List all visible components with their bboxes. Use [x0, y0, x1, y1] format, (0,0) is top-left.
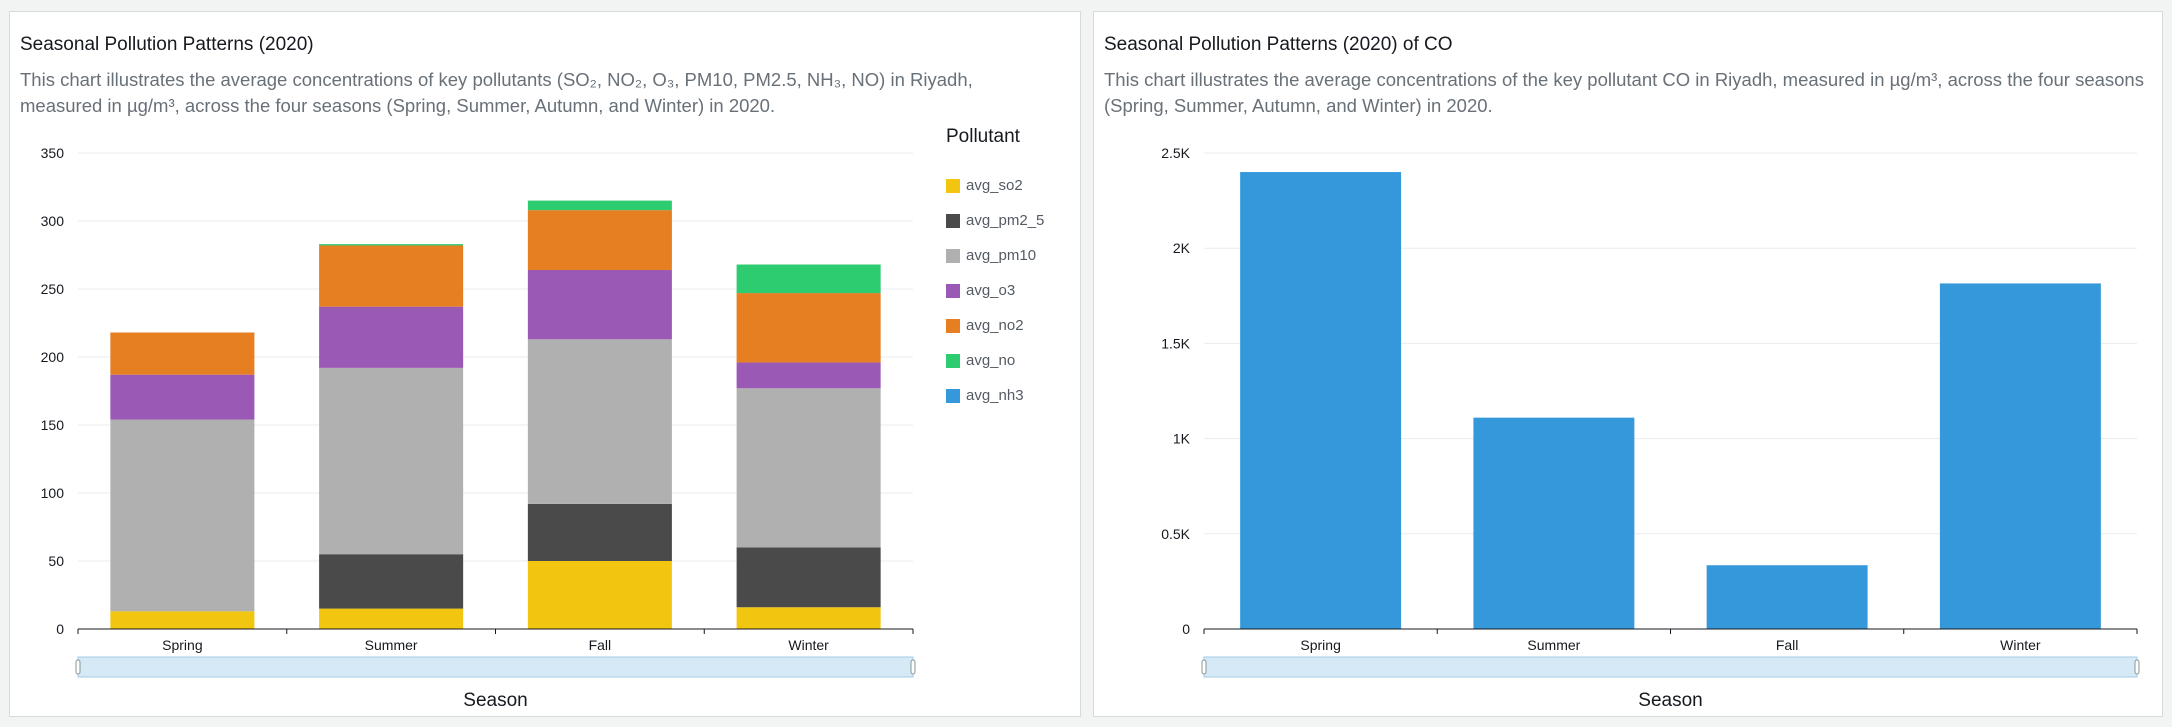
legend-item-avg_pm2_5[interactable]: avg_pm2_5 — [946, 203, 1044, 238]
bar-segment-avg_so2[interactable] — [319, 608, 464, 629]
x-tick-label: Summer — [1527, 637, 1580, 653]
y-tick-label: 2.5K — [1161, 145, 1190, 161]
y-tick-label: 0 — [1182, 621, 1190, 637]
co-chart-panel: Seasonal Pollution Patterns (2020) of CO… — [1093, 11, 2163, 717]
bar-segment-avg_no2[interactable] — [527, 210, 672, 270]
legend-swatch — [946, 213, 960, 228]
y-tick-label: 250 — [41, 281, 65, 297]
chart-title: Seasonal Pollution Patterns (2020) of CO — [1104, 34, 1453, 55]
bar-segment-avg_pm10[interactable] — [319, 367, 464, 555]
scrollbar-right-handle[interactable] — [910, 659, 916, 675]
x-axis-title: Season — [1638, 690, 1702, 711]
legend-item-avg_so2[interactable]: avg_so2 — [946, 168, 1044, 203]
chart-title: Seasonal Pollution Patterns (2020) — [20, 34, 314, 55]
bar-segment-avg_no[interactable] — [319, 244, 464, 246]
legend-label: avg_pm10 — [966, 247, 1037, 264]
legend-title: Pollutant — [946, 126, 1020, 147]
bar-segment-avg_no[interactable] — [736, 264, 881, 294]
y-tick-label: 1.5K — [1161, 335, 1190, 351]
legend-label: avg_no2 — [966, 317, 1024, 334]
chart-description: This chart illustrates the average conce… — [1104, 69, 2144, 116]
bar-segment-avg_o3[interactable] — [319, 306, 464, 368]
legend-swatch — [946, 353, 960, 368]
bar-segment-avg_pm2_5[interactable] — [319, 554, 464, 609]
y-tick-label: 300 — [41, 213, 65, 229]
bar-segment-avg_pm10[interactable] — [110, 419, 255, 612]
bar-segment-avg_no2[interactable] — [736, 293, 881, 363]
bar[interactable] — [1706, 565, 1868, 629]
legend-label: avg_pm2_5 — [966, 212, 1045, 229]
y-tick-label: 2K — [1173, 240, 1191, 256]
bar-segment-avg_pm10[interactable] — [736, 388, 881, 548]
bar-segment-avg_pm2_5[interactable] — [736, 547, 881, 608]
bar-segment-avg_no2[interactable] — [110, 332, 255, 375]
legend-swatch — [946, 318, 960, 333]
legend-item-avg_no[interactable]: avg_no — [946, 343, 1044, 378]
range-scrollbar[interactable] — [77, 656, 914, 678]
legend-label: avg_o3 — [966, 282, 1016, 299]
scrollbar-left-handle[interactable] — [1201, 659, 1207, 675]
range-scrollbar[interactable] — [1203, 656, 2138, 678]
x-tick-label: Spring — [1300, 637, 1340, 653]
legend-label: avg_no — [966, 352, 1016, 369]
y-tick-label: 0 — [56, 621, 64, 637]
legend-swatch — [946, 248, 960, 263]
legend-swatch — [946, 178, 960, 193]
legend-label: avg_nh3 — [966, 387, 1024, 404]
y-tick-label: 0.5K — [1161, 526, 1190, 542]
bar[interactable] — [1240, 172, 1402, 630]
legend-item-avg_o3[interactable]: avg_o3 — [946, 273, 1044, 308]
y-tick-label: 1K — [1173, 431, 1191, 447]
y-tick-label: 350 — [41, 145, 65, 161]
legend-label: avg_so2 — [966, 177, 1023, 194]
bar[interactable] — [1473, 417, 1635, 629]
bar-segment-avg_no2[interactable] — [319, 245, 464, 307]
legend-item-avg_pm10[interactable]: avg_pm10 — [946, 238, 1044, 273]
bar-segment-avg_o3[interactable] — [736, 362, 881, 389]
bar-segment-avg_pm10[interactable] — [527, 339, 672, 504]
legend-swatch — [946, 283, 960, 298]
bar[interactable] — [1939, 283, 2101, 629]
co-bar-chart: 0 0.5K 1K 1.5K 2K 2.5K Spring Summer Fall Winter S… — [1161, 145, 2140, 711]
scrollbar-left-handle[interactable] — [75, 659, 81, 675]
bar-segment-avg_no[interactable] — [527, 200, 672, 211]
stacked-bar-chart: 0 50 100 150 200 250 300 350 Spring Summer Fall Win… — [41, 145, 916, 711]
bar-segment-avg_pm2_5[interactable] — [527, 503, 672, 561]
legend-item-avg_nh3[interactable]: avg_nh3 — [946, 378, 1044, 413]
legend-item-avg_no2[interactable]: avg_no2 — [946, 308, 1044, 343]
y-tick-label: 50 — [48, 553, 64, 569]
bar-segment-avg_so2[interactable] — [527, 561, 672, 629]
bar-segment-avg_so2[interactable] — [736, 607, 881, 629]
x-axis-title: Season — [463, 690, 527, 711]
legend-swatch — [946, 388, 960, 403]
scrollbar-right-handle[interactable] — [2134, 659, 2140, 675]
stacked-chart-panel: Seasonal Pollution Patterns (2020) This … — [9, 11, 1081, 717]
x-tick-label: Summer — [365, 637, 418, 653]
x-tick-label: Fall — [1776, 637, 1799, 653]
bar-segment-avg_so2[interactable] — [110, 611, 255, 629]
x-tick-label: Winter — [788, 637, 829, 653]
bar-segment-avg_o3[interactable] — [527, 269, 672, 340]
y-tick-label: 200 — [41, 349, 65, 365]
chart-description: This chart illustrates the average conce… — [20, 69, 973, 116]
x-tick-label: Fall — [589, 637, 612, 653]
y-tick-label: 100 — [41, 485, 65, 501]
legend: Pollutant avg_so2 avg_pm2_5 avg_pm10 avg_o3… — [946, 126, 1044, 413]
x-tick-label: Winter — [2000, 637, 2041, 653]
y-tick-label: 150 — [41, 417, 65, 433]
bar-segment-avg_o3[interactable] — [110, 374, 255, 420]
x-tick-label: Spring — [162, 637, 202, 653]
